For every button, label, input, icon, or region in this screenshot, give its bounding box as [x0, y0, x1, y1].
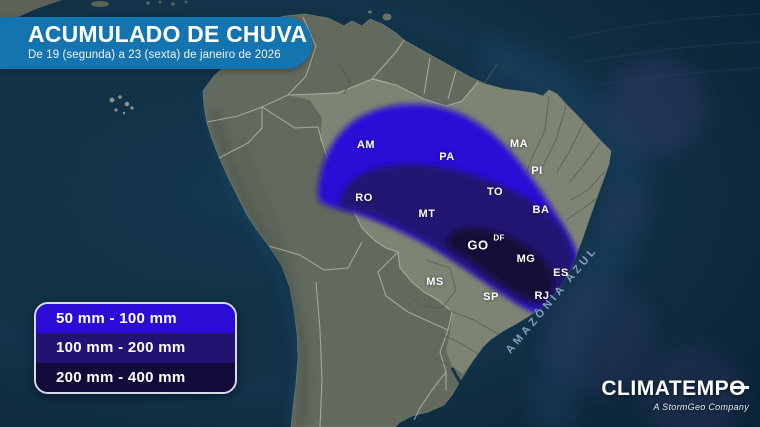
logo-o-dash-icon [733, 386, 749, 389]
state-label-rj: RJ [534, 290, 550, 302]
header-banner: ACUMULADO DE CHUVA De 19 (segunda) a 23 … [0, 17, 312, 69]
country-borders [206, 16, 479, 427]
state-label-mg: MG [516, 253, 536, 265]
state-label-go: GO [467, 237, 489, 253]
climatempo-text: CLIMATEMPO [601, 377, 746, 400]
climatempo-wordmark: CLIMATEMPO [601, 378, 749, 399]
state-label-sp: SP [483, 291, 499, 303]
state-label-ba: BA [532, 204, 550, 216]
galapagos-islands [109, 95, 134, 115]
state-label-ms: MS [426, 276, 444, 288]
legend-row-200-400: 200 mm - 400 mm [36, 362, 235, 392]
state-label-pa: PA [439, 151, 455, 163]
climatempo-logo: CLIMATEMPO A StormGeo Company [601, 378, 749, 412]
stormgeo-tagline: A StormGeo Company [653, 402, 749, 412]
state-label-df: DF [493, 233, 505, 243]
legend-label-100-200: 100 mm - 200 mm [56, 339, 186, 357]
rainfall-overlay [318, 104, 583, 317]
state-label-es: ES [553, 267, 569, 279]
rainfall-legend: 50 mm - 100 mm 100 mm - 200 mm 200 mm - … [34, 302, 237, 394]
state-label-to: TO [486, 186, 504, 198]
page-subtitle: De 19 (segunda) a 23 (sexta) de janeiro … [28, 48, 281, 61]
state-label-mt: MT [418, 208, 436, 220]
state-label-ro: RO [355, 192, 373, 204]
legend-label-50-100: 50 mm - 100 mm [56, 310, 177, 328]
state-label-pi: PI [531, 165, 543, 177]
page-title: ACUMULADO DE CHUVA [28, 21, 308, 47]
state-label-am: AM [356, 139, 376, 151]
legend-row-100-200: 100 mm - 200 mm [36, 333, 235, 363]
legend-row-50-100: 50 mm - 100 mm [36, 304, 235, 334]
rain-band-200-400mm [447, 227, 554, 301]
state-borders [337, 61, 606, 399]
state-label-ma: MA [509, 138, 529, 150]
legend-label-200-400: 200 mm - 400 mm [56, 368, 186, 386]
amazonia-azul-maritime-zone [474, 34, 742, 427]
